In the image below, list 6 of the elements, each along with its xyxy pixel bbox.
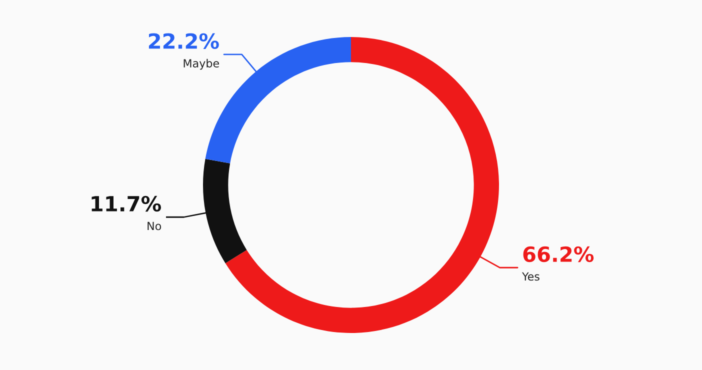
data-label: 66.2%: [523, 246, 594, 262]
slice-label: No: [148, 222, 162, 230]
slice-label: Yes: [522, 272, 540, 281]
data-label: 22.2%: [148, 33, 219, 49]
data-label: 11.7%: [92, 196, 161, 212]
slice-label: Maybe: [184, 58, 219, 70]
